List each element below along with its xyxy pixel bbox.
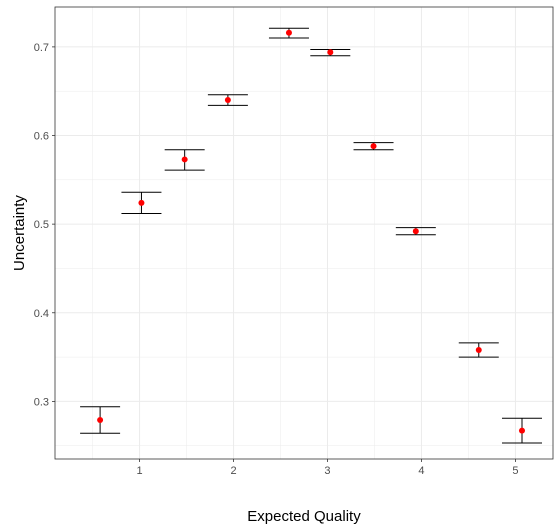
data-point <box>181 156 188 163</box>
y-tick-label: 0.5 <box>34 219 49 231</box>
plot-panel-border <box>54 6 554 460</box>
data-point <box>412 228 419 235</box>
x-tick-label: 3 <box>324 465 330 477</box>
x-tick-label: 4 <box>418 465 424 477</box>
data-points <box>97 29 525 434</box>
data-point <box>224 97 231 104</box>
y-tick-label: 0.4 <box>34 308 49 320</box>
data-point <box>327 49 334 56</box>
data-point <box>518 427 525 434</box>
data-point <box>475 346 482 353</box>
y-axis-title: Uncertainty <box>11 195 28 271</box>
plot-panel-background <box>55 7 553 459</box>
x-axis-title: Expected Quality <box>247 508 361 525</box>
x-tick-label: 5 <box>512 465 518 477</box>
y-tick-label: 0.7 <box>34 42 49 54</box>
y-tick-label: 0.3 <box>34 396 49 408</box>
data-point <box>97 417 104 424</box>
data-point <box>285 29 292 36</box>
grid-lines <box>55 7 553 459</box>
x-tick-label: 1 <box>137 465 143 477</box>
y-tick-label: 0.6 <box>34 131 49 143</box>
data-point <box>370 143 377 150</box>
x-tick-label: 2 <box>230 465 236 477</box>
axis-ticks: 1 2 3 4 5 0.3 0.4 0.5 0.6 0.7 <box>34 42 519 477</box>
data-point <box>138 199 145 206</box>
